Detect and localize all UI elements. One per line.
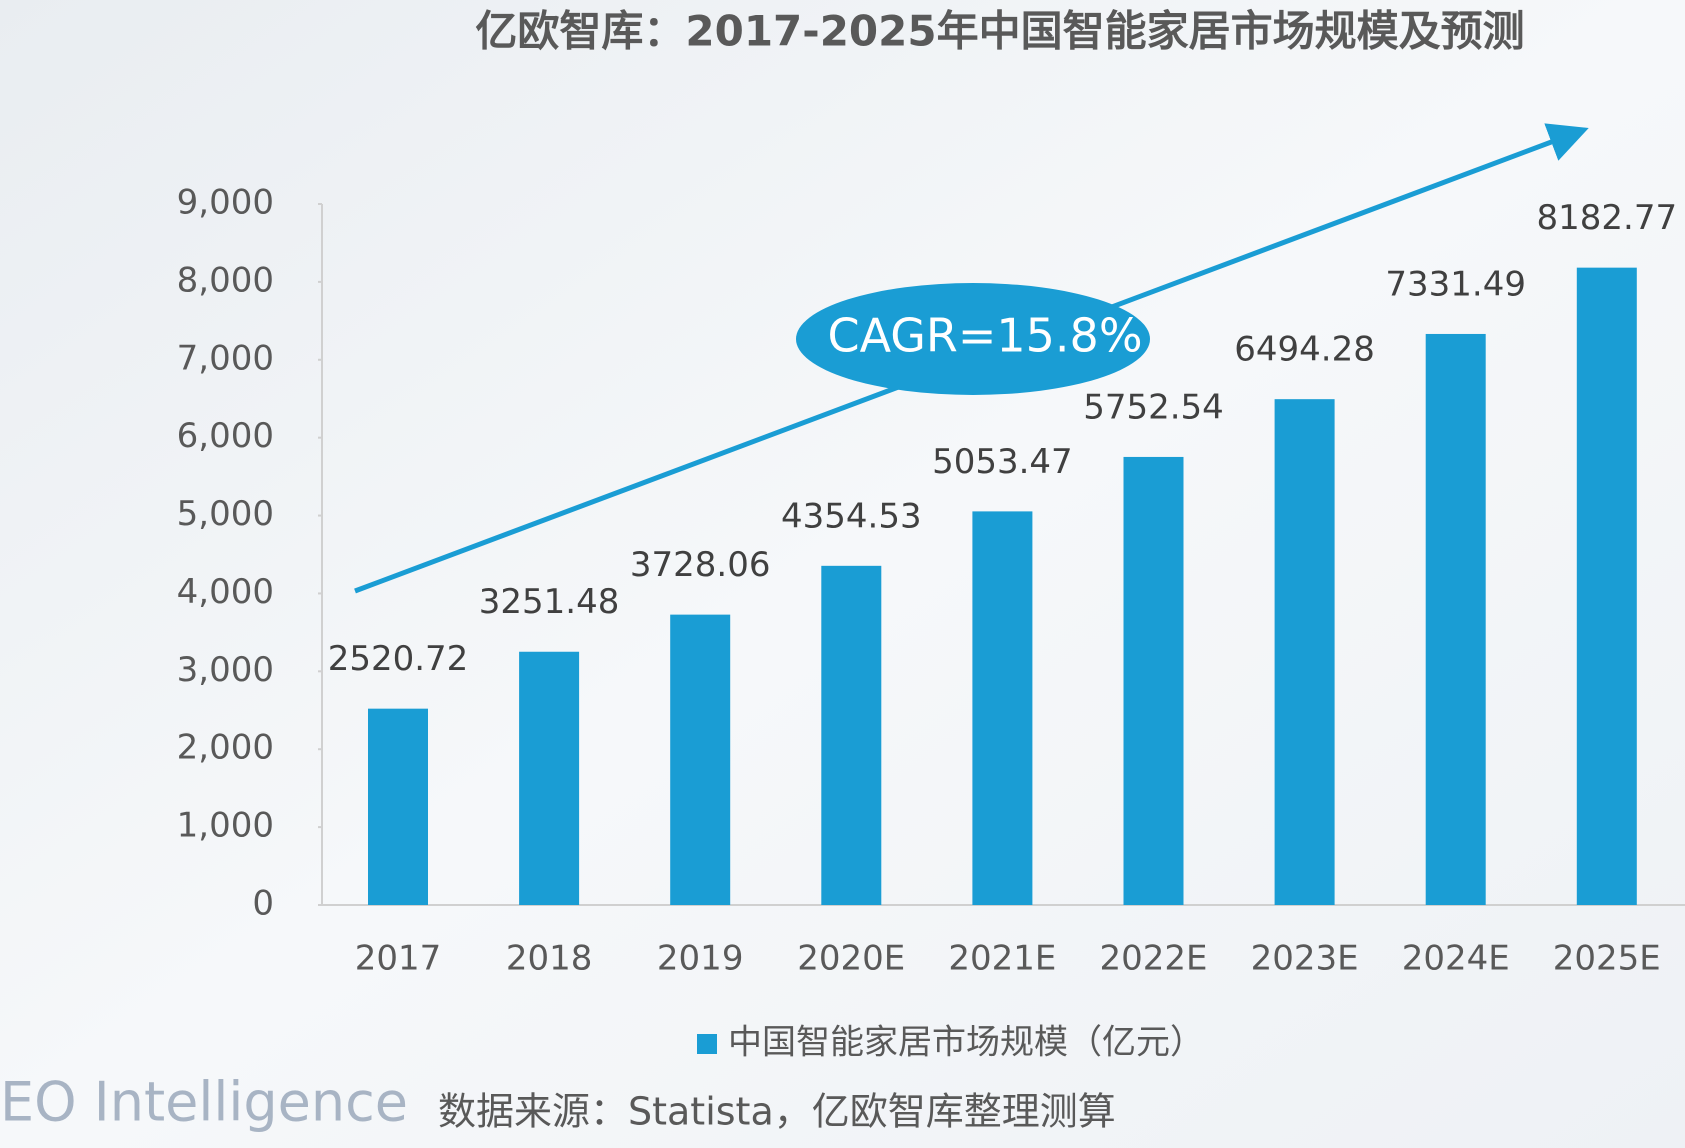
legend-swatch [697,1034,717,1054]
bar [1576,267,1637,905]
bar [1274,399,1335,905]
y-tick-label: 3,000 [177,650,274,690]
value-label: 6494.28 [1234,330,1375,370]
bar [1123,456,1184,905]
cagr-label: CAGR=15.8% [827,309,1142,363]
y-tick-label: 4,000 [177,572,274,612]
x-tick-label: 2024E [1402,939,1510,979]
value-label: 7331.49 [1385,264,1526,304]
chart-title: 亿欧智库：2017-2025年中国智能家居市场规模及预测 [475,7,1524,56]
bar [670,614,731,905]
legend-label: 中国智能家居市场规模（亿元） [728,1023,1204,1063]
x-tick-label: 2019 [657,939,744,979]
x-tick-label: 2020E [797,939,905,979]
watermark: EO Intelligence [0,1071,408,1134]
x-tick-label: 2023E [1251,939,1359,979]
x-tick-label: 2021E [948,939,1056,979]
bar [1425,333,1486,906]
y-tick-label: 2,000 [177,728,274,768]
cagr-bubble [796,283,1150,395]
bar [368,708,428,905]
value-label: 3251.48 [479,582,620,622]
value-label: 8182.77 [1536,198,1677,238]
value-label: 5053.47 [932,442,1073,482]
value-label: 2520.72 [328,639,469,679]
bar [821,565,882,905]
y-tick-label: 5,000 [177,494,274,534]
bar [519,651,580,905]
x-tick-label: 2022E [1099,939,1207,979]
x-tick-label: 2018 [506,939,593,979]
source: 数据来源：Statista，亿欧智库整理测算 [438,1090,1116,1134]
value-label: 3728.06 [630,545,771,585]
y-tick-label: 0 [252,884,274,924]
value-label: 5752.54 [1083,387,1224,427]
y-tick-label: 9,000 [177,183,274,223]
bar [972,511,1033,905]
y-tick-label: 1,000 [177,806,274,846]
y-tick-label: 6,000 [177,416,274,456]
value-label: 4354.53 [781,496,922,536]
y-tick-label: 8,000 [177,260,274,300]
x-tick-label: 2017 [355,939,442,979]
x-tick-label: 2025E [1553,939,1661,979]
y-tick-label: 7,000 [177,338,274,378]
